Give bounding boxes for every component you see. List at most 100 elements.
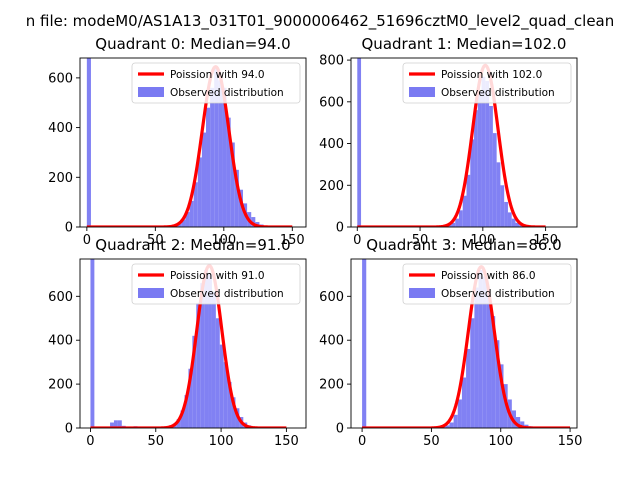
hist-bar	[208, 274, 212, 428]
hist-bar	[477, 91, 482, 227]
subplot-quadrant-3: 0 50 100 150 0 200 400 600 Quadrant 3: Median=86…	[319, 236, 582, 449]
subplot-quadrant-1: 0 50 100 150 0 200 400 600 800 Quadrant 1: Median…	[319, 35, 578, 248]
poisson-line	[86, 65, 293, 227]
legend-entry-observed: Observed distribution	[441, 87, 555, 99]
hist-bar	[230, 142, 235, 227]
hist-bar	[204, 269, 209, 428]
hist-bar	[495, 340, 500, 428]
y-tick-label: 600	[48, 290, 73, 305]
hist-bar	[362, 259, 367, 428]
hist-bar	[462, 195, 467, 227]
x-tick-label: 50	[147, 434, 164, 449]
hist-bar	[449, 422, 454, 428]
x-tick-label: 100	[209, 434, 234, 449]
legend-entry-poisson: Poission with 86.0	[441, 270, 536, 282]
x-tick-label: 50	[147, 233, 164, 248]
hist-bar	[215, 318, 220, 428]
legend: Poission with 86.0 Observed distribution	[402, 263, 572, 305]
x-tick-label: 150	[274, 434, 299, 449]
axes-frame	[79, 57, 307, 228]
hist-bar	[511, 218, 516, 227]
axes-frame	[350, 258, 578, 429]
hist-bar	[515, 222, 520, 227]
hist-bar	[489, 105, 493, 227]
hist-bar	[90, 259, 95, 428]
x-tick-label: 100	[211, 233, 236, 248]
subplot-title: Quadrant 0: Median=94.0	[95, 35, 290, 53]
figure-suptitle: n file: modeM0/AS1A13_031T01_9000006462_…	[26, 12, 615, 31]
hist-bar	[451, 222, 456, 227]
legend-entry-observed: Observed distribution	[170, 288, 284, 300]
legend-entry-poisson: Poission with 91.0	[170, 270, 265, 282]
hist-bar	[455, 218, 459, 227]
hist-bar	[500, 185, 505, 227]
hist-bar	[86, 58, 91, 227]
hist-bar	[461, 377, 467, 428]
legend-box	[131, 62, 301, 104]
legend-hist-swatch	[409, 288, 435, 298]
hist-bar	[445, 425, 450, 428]
legend: Poission with 94.0 Observed distribution	[131, 62, 301, 104]
hist-bar	[218, 80, 223, 227]
x-tick-label: 0	[358, 434, 366, 449]
x-tick-label: 100	[488, 434, 513, 449]
hist-bar	[251, 217, 256, 227]
subplot-title: Quadrant 2: Median=91.0	[95, 236, 290, 254]
hist-bar	[214, 67, 219, 227]
x-tick-label: 0	[86, 434, 94, 449]
y-tick-label: 200	[48, 171, 73, 186]
hist-bar	[117, 420, 122, 428]
x-tick-label: 100	[470, 233, 495, 248]
hist-bar	[110, 422, 114, 428]
hist-bar	[210, 87, 215, 227]
hist-bar	[211, 291, 216, 428]
hist-bar	[222, 87, 227, 227]
hist-bar	[219, 344, 224, 428]
hist-bar	[474, 110, 478, 227]
axes-frame	[79, 258, 307, 429]
hist-bar	[470, 139, 475, 227]
hist-bar	[192, 335, 197, 428]
hist-bar	[458, 210, 463, 227]
legend-entry-observed: Observed distribution	[170, 87, 284, 99]
hist-bar	[519, 224, 524, 227]
x-tick-label: 0	[353, 233, 361, 248]
hist-bar	[482, 276, 487, 428]
hist-bar	[197, 157, 202, 227]
x-tick-label: 150	[533, 233, 558, 248]
hist-bar	[453, 414, 458, 428]
hist-bar	[470, 318, 475, 428]
y-tick-label: 200	[48, 378, 73, 393]
y-tick-label: 600	[319, 95, 344, 110]
subplot-title: Quadrant 3: Median=86.0	[366, 236, 561, 254]
y-tick-label: 400	[319, 334, 344, 349]
legend: Poission with 91.0 Observed distribution	[131, 263, 301, 305]
y-tick-label: 600	[319, 290, 344, 305]
y-tick-label: 200	[319, 378, 344, 393]
hist-bar	[188, 368, 193, 428]
hist-bar	[200, 283, 205, 428]
legend-entry-poisson: Poission with 94.0	[170, 69, 265, 81]
legend-entry-observed: Observed distribution	[441, 288, 555, 300]
x-tick-label: 150	[280, 233, 305, 248]
hist-bar	[466, 348, 471, 428]
legend-hist-swatch	[138, 87, 164, 97]
hist-bar	[481, 76, 486, 227]
legend-hist-swatch	[138, 288, 164, 298]
hist-bar	[357, 58, 362, 227]
plot-area	[356, 58, 547, 227]
x-tick-label: 0	[83, 233, 91, 248]
hist-bar	[457, 399, 462, 428]
hist-bar	[520, 421, 525, 428]
hist-bar	[515, 417, 521, 428]
y-tick-label: 0	[336, 221, 344, 236]
y-tick-label: 400	[48, 121, 73, 136]
y-tick-label: 600	[48, 71, 73, 86]
hist-bar	[486, 294, 492, 428]
axes-frame	[350, 57, 578, 228]
hist-bar	[234, 169, 239, 227]
y-tick-label: 800	[319, 54, 344, 69]
legend: Poission with 102.0 Observed distribution	[402, 62, 572, 104]
y-tick-label: 400	[48, 334, 73, 349]
